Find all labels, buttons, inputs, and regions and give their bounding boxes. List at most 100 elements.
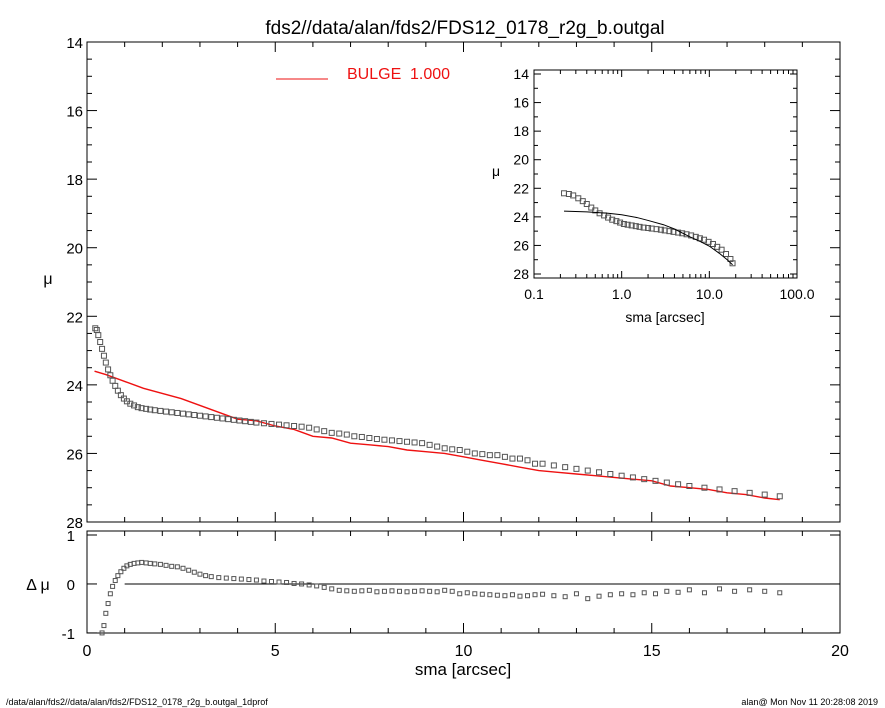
main-plot: 14 16 18 20 22 24 26 28 μ BULGE 1.000 14 16 18 20 2… [43,35,841,532]
inset-data-point [723,251,730,257]
data-point [202,413,209,420]
data-point [596,469,603,476]
data-point [629,474,636,481]
inset-x-tick-label: 100.0 [779,286,814,302]
residual-point [596,593,602,599]
inset-data-point [666,228,673,235]
data-point [230,416,237,423]
bulge-model-line [94,370,780,501]
residual-point [487,592,493,598]
data-point [100,352,107,359]
residual-point [238,576,244,582]
residual-point [112,578,118,584]
data-point [501,453,508,460]
residual-point [374,589,380,595]
data-point [441,445,448,452]
data-point [102,359,109,366]
data-point [486,452,493,459]
residual-point [321,584,327,590]
data-point [117,392,124,399]
main-x-axis [86,42,841,522]
data-point [191,412,198,419]
inset-y-axis-label: μ [492,163,500,179]
residual-point [442,587,448,593]
data-point [95,332,102,339]
residual-point [457,591,463,597]
residual-point [472,591,478,597]
inset-plot-frame [533,69,798,279]
inset-model-line [564,210,733,266]
y-tick-label: 20 [66,241,83,258]
residual-point [103,610,109,616]
residual-point [449,588,455,594]
inset-data-point [617,219,624,226]
residual-point [641,590,647,596]
data-point [516,455,523,462]
data-point [716,486,723,493]
data-point [276,421,283,428]
inset-data-series [561,190,736,267]
residual-point [396,588,402,594]
residual-point [105,601,111,607]
data-point [298,423,305,430]
residual-point [268,579,274,585]
x-tick-label: 5 [271,643,280,660]
residual-point [124,563,130,569]
residual-point [517,593,523,599]
data-point [112,382,119,389]
data-point [313,426,320,433]
residual-point [180,565,186,571]
residual-point [118,569,124,575]
y-tick-label: 18 [66,172,83,189]
data-point [180,410,187,417]
residual-point [246,577,252,583]
residual-plot-frame [86,530,841,634]
data-point [675,481,682,488]
legend-value: 1.000 [410,66,450,83]
residual-point [359,588,365,594]
residual-plot: -1 0 1 0 5 10 15 20 Δ μ sma [arcsec] [26,528,849,679]
residual-y-axis-label: Δ μ [26,577,49,594]
residual-point [366,587,372,593]
residual-point [191,569,197,575]
data-point [168,409,175,416]
data-point [663,479,670,486]
data-point [105,366,112,373]
residual-point [532,592,538,598]
data-point [396,438,403,445]
residual-point [223,575,229,581]
data-point [373,436,380,443]
inset-data-point [636,223,643,230]
residual-point [152,561,158,567]
residual-point [732,588,738,594]
data-point [343,431,350,438]
data-point [701,484,708,491]
inset-bulge-model-series [564,210,733,266]
inset-y-tick-label: 22 [513,180,529,196]
residual-point [762,588,768,594]
residual-point [494,592,500,598]
footer-file-path: /data/alan/fds2//data/alan/fds2/FDS12_01… [6,697,268,707]
residual-point [329,586,335,592]
inset-data-point [628,222,635,229]
residual-point [389,588,395,594]
inset-x-axis-label: sma [arcsec] [625,309,704,325]
residual-point [686,587,692,593]
data-point [479,451,486,458]
data-point [404,438,411,445]
inset-y-tick-label: 14 [513,66,529,82]
data-point [471,450,478,457]
residual-point [464,590,470,596]
residual-point [336,587,342,593]
data-point [127,400,134,407]
residual-point [101,623,107,629]
residual-point [381,588,387,594]
data-point [219,415,226,422]
data-point [208,414,215,421]
data-point [573,465,580,472]
residual-y-axis: -1 0 1 [62,528,840,643]
residual-point [701,590,707,596]
data-point [550,462,557,469]
residual-point [404,589,410,595]
residual-point [675,589,681,595]
